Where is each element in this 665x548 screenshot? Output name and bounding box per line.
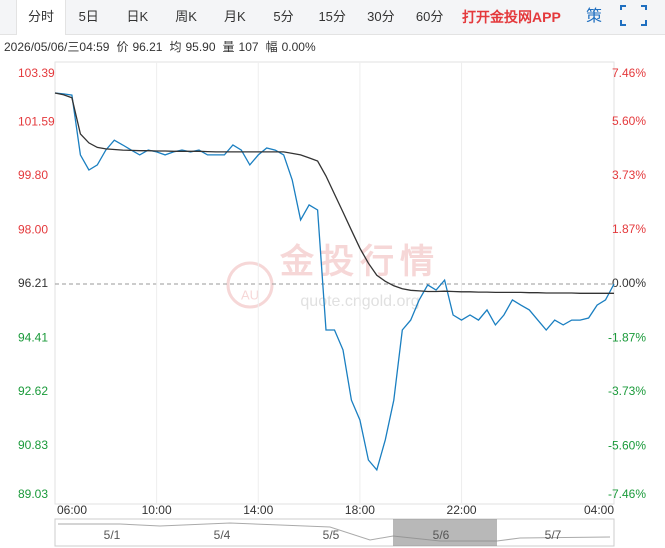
x-tick-label: 10:00 xyxy=(142,503,172,517)
x-tick-label: 22:00 xyxy=(447,503,477,517)
info-label: 幅 xyxy=(265,40,278,54)
y2-tick-label: -3.73% xyxy=(608,384,646,398)
tab[interactable]: 日K xyxy=(126,9,149,24)
info-item: 均 95.90 xyxy=(169,40,215,54)
y-tick-label: 101.59 xyxy=(18,114,55,128)
navigator-label: 5/1 xyxy=(104,528,121,542)
app-link[interactable]: 打开金投网APP xyxy=(462,9,561,25)
y2-tick-label: -7.46% xyxy=(608,487,646,501)
info-item: 幅 0.00% xyxy=(266,40,316,54)
plot-frame xyxy=(54,61,615,505)
watermark-title: 金投行情 xyxy=(279,242,440,281)
expand-icon[interactable] xyxy=(0,0,665,34)
x-tick-label: 18:00 xyxy=(345,503,375,517)
tab[interactable]: 分时 xyxy=(16,0,66,35)
x-tick-label: 04:00 xyxy=(584,503,614,517)
tab[interactable]: 5分 xyxy=(273,9,294,24)
watermark-logo: AU xyxy=(241,287,259,302)
y2-tick-label: 5.60% xyxy=(612,114,646,128)
y-tick-label: 99.80 xyxy=(18,168,48,182)
y2-tick-label: -5.60% xyxy=(608,438,646,452)
y-tick-label: 103.39 xyxy=(18,66,55,80)
navigator-label: 5/4 xyxy=(214,528,231,542)
info-time: 2026/05/06/三04:59 xyxy=(4,40,110,54)
watermark: AU 金投行情 quote.cngold.org xyxy=(226,242,440,310)
info-item: 量 107 xyxy=(223,40,259,54)
y-tick-label: 90.83 xyxy=(18,438,48,452)
info-line: 2026/05/06/三04:59 价 96.21 均 95.90 量 107 幅 0.00% xyxy=(4,38,323,55)
tab[interactable]: 30分 xyxy=(367,9,395,24)
x-tick-label: 14:00 xyxy=(243,503,273,517)
y-tick-label: 89.03 xyxy=(18,487,48,501)
y2-tick-label: 3.73% xyxy=(612,168,646,182)
tab[interactable]: 周K xyxy=(175,9,197,24)
info-value: 96.21 xyxy=(132,40,163,54)
info-label: 价 xyxy=(116,40,129,54)
y-tick-label: 94.41 xyxy=(18,330,48,344)
y2-tick-label: 1.87% xyxy=(612,222,646,236)
y2-tick-label: -1.87% xyxy=(608,330,646,344)
y-tick-label: 98.00 xyxy=(18,222,48,236)
tab[interactable]: 60分 xyxy=(415,9,444,24)
info-value: 95.90 xyxy=(185,40,216,54)
info-value: 0.00% xyxy=(281,40,316,54)
tab[interactable]: 5日 xyxy=(78,9,99,24)
y2-tick-label: 7.46% xyxy=(612,66,646,80)
y-tick-label: 92.62 xyxy=(18,384,48,398)
info-label: 均 xyxy=(169,40,182,54)
x-tick-label: 06:00 xyxy=(57,503,87,517)
info-label: 量 xyxy=(222,40,235,54)
strategy-button[interactable]: 策 xyxy=(586,8,603,25)
series-line xyxy=(54,92,615,472)
y-tick-label: 96.21 xyxy=(18,276,48,290)
y2-tick-label: 0.00% xyxy=(612,276,646,290)
tab[interactable]: 月K xyxy=(223,9,246,24)
navigator-label: 5/6 xyxy=(433,528,450,542)
series-line xyxy=(54,92,614,294)
info-value: 107 xyxy=(238,40,259,54)
navigator-label: 5/5 xyxy=(323,528,340,542)
navigator-label: 5/7 xyxy=(545,528,562,542)
info-item: 价 96.21 xyxy=(116,40,162,54)
navigator xyxy=(54,518,615,547)
toolbar: 打开金投网APP 策 分时 5日 日K 周K 月K 5分 15分 30分 60分 xyxy=(0,0,665,35)
tab[interactable]: 15分 xyxy=(318,9,346,24)
